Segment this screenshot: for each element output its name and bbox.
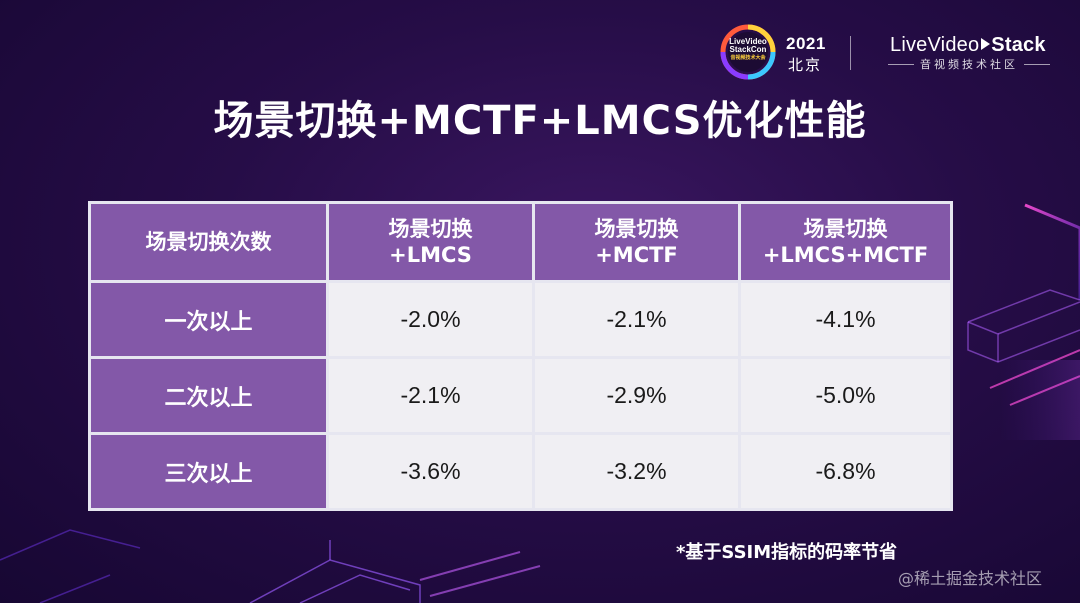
play-icon bbox=[981, 38, 991, 50]
brand-suffix: Stack bbox=[991, 34, 1046, 56]
table-cell: -5.0% bbox=[738, 356, 953, 435]
page-title: 场景切换+MCTF+LMCS优化性能 bbox=[213, 98, 867, 144]
event-city: 北京 bbox=[788, 56, 823, 74]
header-lmcs-mctf: 场景切换 +LMCS+MCTF bbox=[738, 201, 953, 283]
table-cell: -4.1% bbox=[738, 280, 953, 359]
brand-sub-line-right bbox=[1024, 63, 1050, 65]
results-table: 场景切换次数 场景切换 +LMCS 场景切换 +MCTF 场景切换 +LMCS+… bbox=[88, 201, 953, 511]
header-scene-switch-count: 场景切换次数 bbox=[88, 201, 329, 283]
footnote: *基于SSIM指标的码率节省 bbox=[676, 542, 898, 563]
event-year: 2021 bbox=[786, 34, 826, 53]
event-logo-line-1: LiveVideo bbox=[729, 37, 767, 46]
header-lmcs: 场景切换 +LMCS bbox=[326, 201, 535, 283]
header-line: 场景切换 bbox=[594, 216, 679, 241]
table-cell: -2.9% bbox=[532, 356, 741, 435]
table-row: 一次以上 -2.0% -2.1% -4.1% bbox=[88, 280, 953, 359]
brand-prefix: Live bbox=[890, 34, 928, 56]
event-logo bbox=[720, 24, 776, 80]
table-cell: -2.1% bbox=[532, 280, 741, 359]
table-cell: -3.2% bbox=[532, 432, 741, 511]
header-line: 场景切换 bbox=[388, 216, 473, 241]
row-label: 一次以上 bbox=[88, 280, 329, 359]
neon-frame-bottom bbox=[249, 540, 421, 603]
brand-sub-line-left bbox=[888, 63, 914, 65]
brand-middle: Video bbox=[927, 34, 980, 56]
header-mctf: 场景切换 +MCTF bbox=[532, 201, 741, 283]
brand-sub-text: 音视频技术社区 bbox=[920, 58, 1018, 71]
row-label: 二次以上 bbox=[88, 356, 329, 435]
neon-frame-right bbox=[1023, 203, 1080, 300]
header-line: +LMCS bbox=[389, 243, 472, 267]
table-row: 二次以上 -2.1% -2.9% -5.0% bbox=[88, 356, 953, 435]
table-cell: -2.1% bbox=[326, 356, 535, 435]
event-logo-text: LiveVideo StackCon 音视频技术大会 bbox=[724, 38, 772, 61]
header-line: 场景切换 bbox=[803, 216, 888, 241]
header-line: +MCTF bbox=[595, 243, 678, 267]
header-divider bbox=[850, 36, 851, 70]
neon-box-right bbox=[967, 289, 1080, 363]
row-label: 三次以上 bbox=[88, 432, 329, 511]
table-header-row: 场景切换次数 场景切换 +LMCS 场景切换 +MCTF 场景切换 +LMCS+… bbox=[88, 201, 953, 283]
brand-logo: LiveVideo Stack bbox=[890, 34, 1046, 57]
brand-subtitle: 音视频技术社区 bbox=[888, 56, 1050, 72]
watermark: @稀土掘金技术社区 bbox=[898, 569, 1043, 588]
header-line: 场景切换次数 bbox=[145, 229, 272, 254]
neon-strips-bottom bbox=[419, 551, 541, 597]
table-cell: -6.8% bbox=[738, 432, 953, 511]
header-line: +LMCS+MCTF bbox=[762, 243, 929, 267]
table-cell: -2.0% bbox=[326, 280, 535, 359]
table-cell: -3.6% bbox=[326, 432, 535, 511]
table-row: 三次以上 -3.6% -3.2% -6.8% bbox=[88, 432, 953, 511]
event-logo-line-3: 音视频技术大会 bbox=[730, 55, 766, 61]
event-logo-line-2: StackCon bbox=[729, 45, 767, 54]
neon-frame-bottom-left bbox=[0, 529, 141, 603]
